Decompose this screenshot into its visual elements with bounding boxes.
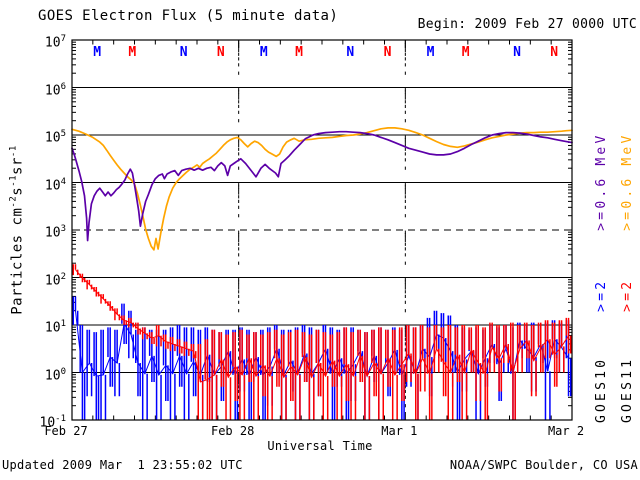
satellite-marker-N: N: [550, 45, 558, 60]
series-midline-GOES11-2MeV: [75, 269, 569, 383]
chart-title: GOES Electron Flux (5 minute data): [38, 8, 339, 24]
plot-frame: [71, 39, 573, 421]
y-tick-label-1e-1: 10-1: [39, 414, 67, 431]
legend-entry-GOES11-2: >=0.6: [620, 175, 635, 231]
y-tick-label-1e1: 101: [44, 319, 66, 336]
satellite-marker-N: N: [513, 45, 521, 60]
satellite-marker-N: N: [384, 45, 392, 60]
y-tick-label-1e0: 100: [44, 366, 66, 383]
satellite-marker-N: N: [180, 45, 188, 60]
y-tick-label-1e6: 106: [44, 81, 66, 98]
series-line-GOES11-0.6MeV: [71, 127, 573, 251]
satellite-marker-M: M: [93, 45, 101, 60]
legend-entry-GOES11-0: GOES11: [620, 356, 635, 423]
satellite-marker-M: M: [128, 45, 136, 60]
legend-column-GOES10: GOES10 >=2 >=0.6 MeV: [594, 133, 609, 424]
x-axis-title: Universal Time: [267, 439, 373, 453]
satellite-marker-N: N: [346, 45, 354, 60]
series-midline-GOES10-2MeV: [75, 310, 569, 378]
legend-entry-GOES10-1: >=2: [594, 278, 609, 312]
y-tick-label-1e3: 103: [44, 224, 66, 241]
y-tick-label-1e2: 102: [44, 271, 66, 288]
y-tick-label-1e4: 104: [44, 176, 66, 193]
legend-entry-GOES10-0: GOES10: [594, 356, 609, 423]
x-tick-label-Feb-28: Feb 28: [210, 424, 255, 438]
satellite-marker-M: M: [295, 45, 303, 60]
legend-entry-GOES10-3: MeV: [594, 132, 609, 166]
updated-timestamp-label: Updated 2009 Mar 1 23:55:02 UTC: [2, 458, 243, 472]
legend-column-GOES11: GOES11 >=2 >=0.6 MeV: [620, 133, 635, 424]
source-attribution-label: NOAA/SWPC Boulder, CO USA: [449, 458, 638, 472]
x-tick-label-Mar-1: Mar 1: [381, 424, 418, 438]
x-tick-label-Feb-27: Feb 27: [44, 424, 88, 438]
y-tick-label-1e7: 107: [44, 34, 66, 51]
legend-entry-GOES11-1: >=2: [620, 278, 635, 312]
x-tick-label-Mar-2: Mar 2: [547, 424, 585, 438]
begin-timestamp-label: Begin: 2009 Feb 27 0000 UTC: [417, 17, 637, 32]
legend-entry-GOES11-3: MeV: [620, 132, 635, 166]
legend-entry-GOES10-2: >=0.6: [594, 175, 609, 231]
satellite-marker-M: M: [427, 45, 435, 60]
satellite-marker-M: M: [260, 45, 268, 60]
satellite-marker-N: N: [217, 45, 225, 60]
series-line-GOES10-0.6MeV: [71, 130, 573, 242]
y-tick-label-1e5: 105: [44, 129, 66, 146]
satellite-marker-M: M: [462, 45, 470, 60]
